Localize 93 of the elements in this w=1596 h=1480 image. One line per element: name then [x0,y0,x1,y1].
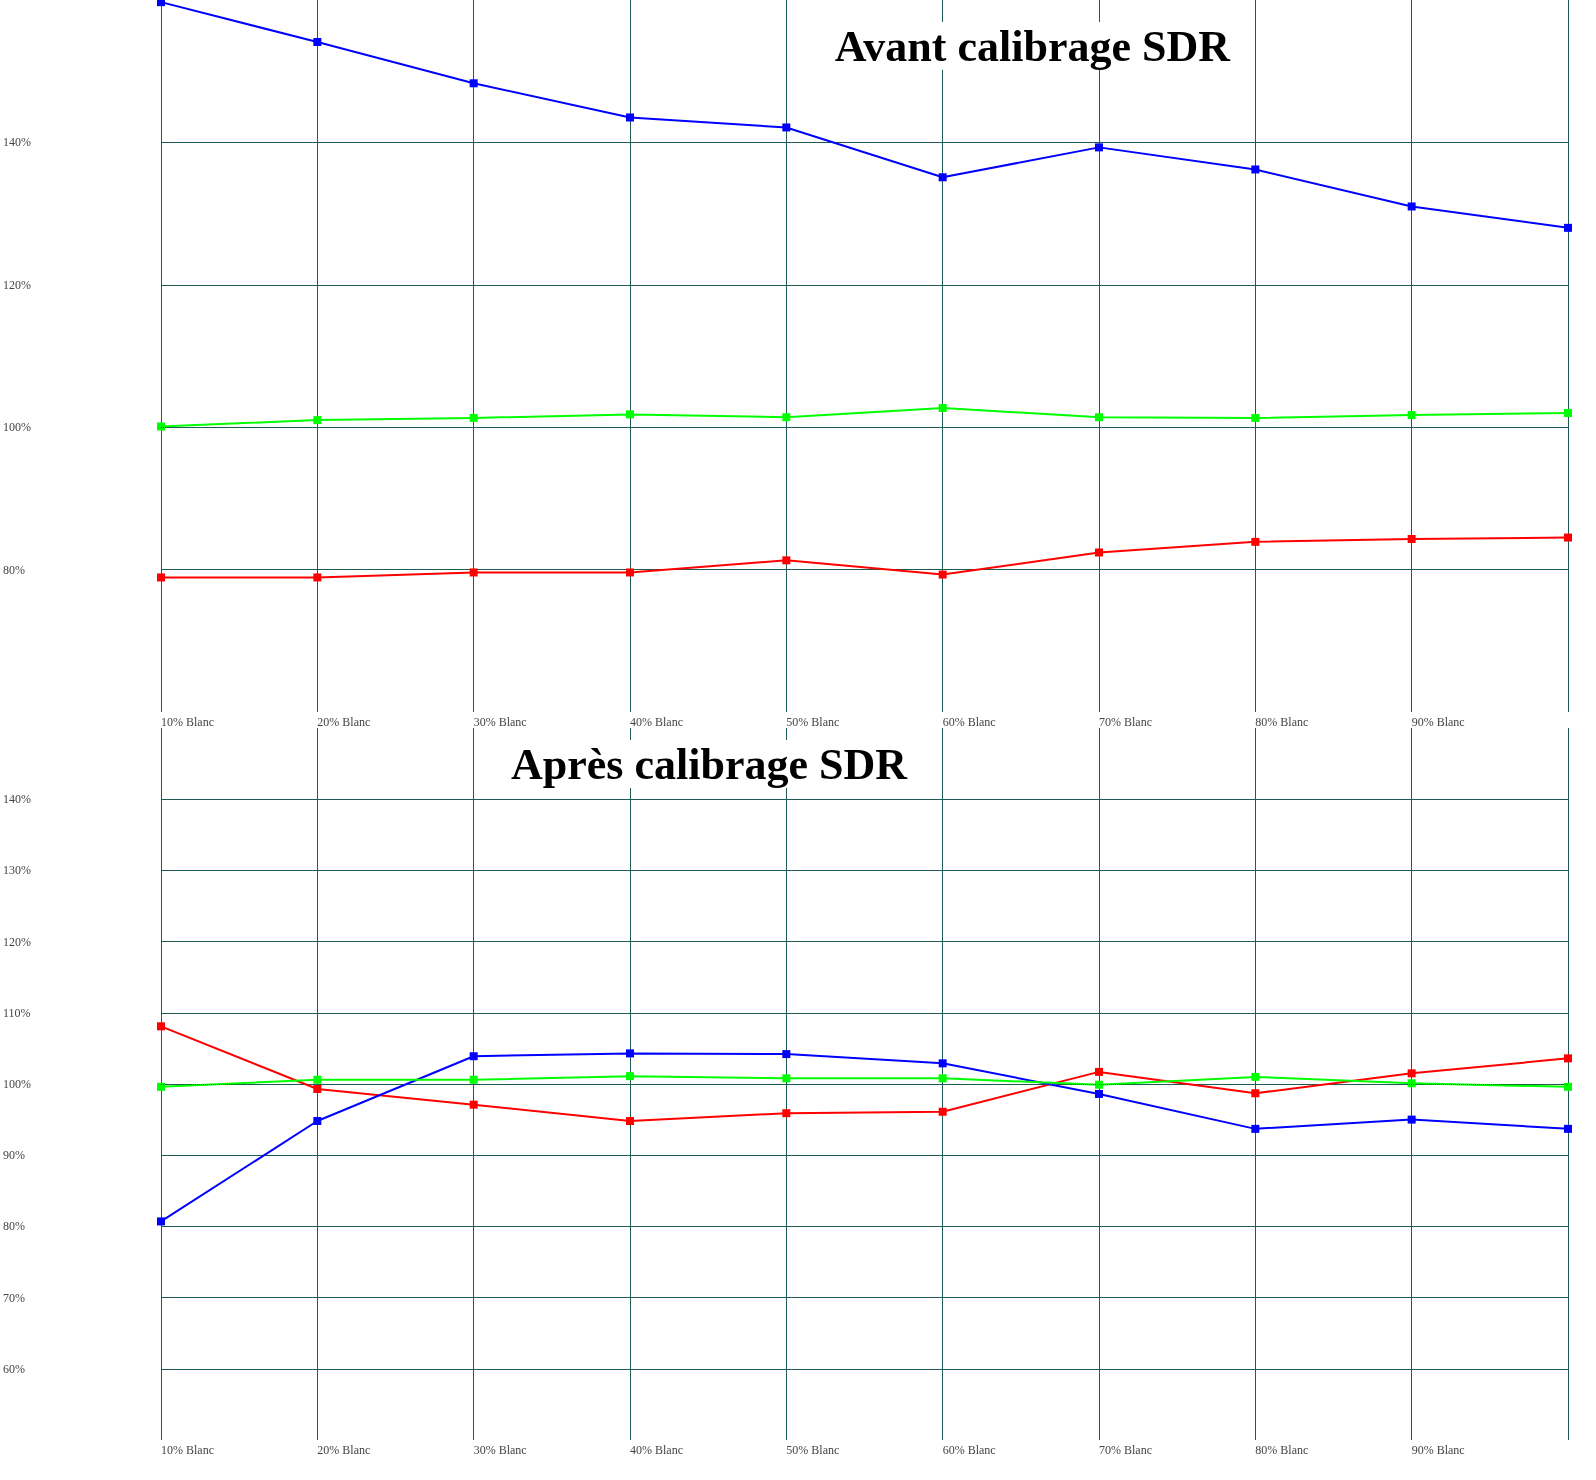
point [782,556,791,565]
point [469,568,478,577]
x-tick-label: 40% Blanc [630,1443,683,1457]
x-tick-label: 50% Blanc [786,715,840,729]
y-tick-label: 100% [3,1077,31,1091]
x-tick-label: 70% Blanc [1099,1443,1152,1457]
x-tick-label: 30% Blanc [473,1443,527,1457]
y-tick-label: 60% [3,1361,25,1376]
y-tick-label: 120% [3,277,31,292]
y-tick-label: 140% [3,792,31,807]
x-tick-label: 70% Blanc [1099,715,1152,729]
point [157,1022,165,1031]
y-tick-label: 80% [3,1219,25,1234]
point [626,1117,634,1126]
x-tick-label: 90% Blanc [1411,1443,1465,1457]
point [938,1059,947,1068]
x-tick-label: 60% Blanc [942,715,996,729]
chart-title: Après calibrage SDR [511,739,909,789]
x-tick-label: 90% Blanc [1411,715,1465,729]
point [626,410,634,419]
point [469,79,478,88]
point [469,1052,478,1061]
point [1564,1124,1572,1133]
point [938,173,947,182]
y-tick-label: 80% [3,562,25,577]
point [1407,202,1416,211]
point [938,570,947,579]
point [469,413,478,422]
point [157,1217,165,1226]
point [1095,143,1103,152]
point [938,1107,947,1116]
point [1095,1089,1103,1098]
point [1251,1124,1260,1133]
point [782,413,791,422]
x-tick-label: 10% Blanc [161,1443,214,1457]
point [1407,1079,1416,1088]
point [157,573,165,582]
point [1095,413,1103,422]
point [1564,1082,1572,1091]
point [1407,411,1416,420]
x-tick-label: 10% Blanc [161,715,214,729]
point [1564,1054,1572,1063]
point [1251,165,1260,174]
point [313,573,322,582]
x-tick-label: 30% Blanc [473,715,527,729]
x-tick-label: 20% Blanc [317,715,371,729]
y-tick-label: 90% [3,1148,25,1163]
x-tick-label: 50% Blanc [786,1443,840,1457]
point [1407,1115,1416,1124]
point [1251,1089,1260,1098]
point [313,416,322,425]
x-tick-label: 20% Blanc [317,1443,371,1457]
point [313,1084,322,1093]
point [1251,413,1260,422]
text: Avant calibrage SDR [834,21,1232,71]
point [782,123,791,132]
y-tick-label: 120% [3,934,31,949]
point [626,1072,634,1081]
point [626,113,634,122]
point [626,568,634,577]
point [1251,537,1260,546]
point [313,1075,322,1084]
point [1564,223,1572,232]
point [1095,548,1103,557]
point [782,1050,791,1059]
y-tick-label: 100% [3,420,31,435]
point [469,1075,478,1084]
point [469,1100,478,1109]
x-tick-label: 40% Blanc [630,715,683,729]
point [1251,1072,1260,1081]
point [1407,534,1416,543]
point [782,1109,791,1118]
point [1564,408,1572,417]
point [157,1082,165,1091]
point [157,422,165,431]
point [1407,1069,1416,1078]
point [782,1074,791,1083]
x-tick-label: 60% Blanc [942,1443,996,1457]
point [313,1117,322,1126]
x-tick-label: 80% Blanc [1255,1443,1309,1457]
point [157,0,165,7]
y-tick-label: 110% [3,1005,31,1020]
y-tick-label: 130% [3,863,31,878]
point [938,1074,947,1083]
point [1564,533,1572,542]
point [1095,1080,1103,1089]
y-tick-label: 140% [3,135,31,150]
x-tick-label: 80% Blanc [1255,715,1309,729]
point [938,403,947,412]
point [626,1049,634,1058]
point [313,38,322,47]
point [1095,1067,1103,1076]
y-tick-label: 70% [3,1290,25,1305]
